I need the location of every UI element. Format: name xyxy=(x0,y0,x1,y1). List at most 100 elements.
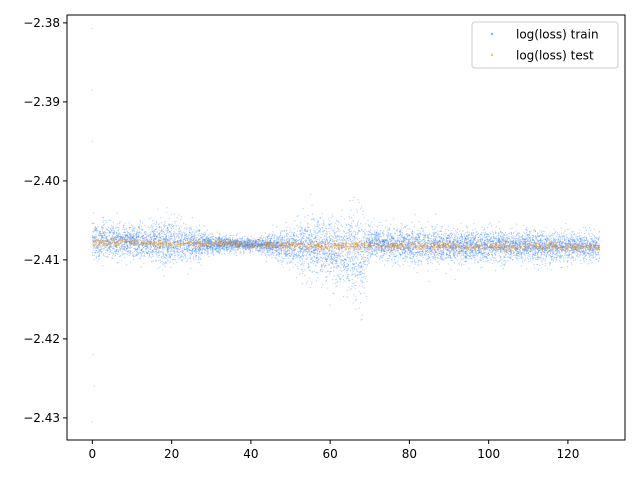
data-point xyxy=(518,234,520,237)
data-point xyxy=(340,256,342,258)
data-point xyxy=(557,237,559,239)
data-point xyxy=(370,236,372,238)
data-point xyxy=(272,254,275,256)
data-point xyxy=(383,253,385,255)
data-point xyxy=(125,237,127,239)
data-point xyxy=(269,244,272,246)
data-point xyxy=(157,237,159,239)
data-point xyxy=(160,230,162,232)
data-point xyxy=(553,252,555,254)
data-point xyxy=(311,261,314,263)
data-point xyxy=(284,253,287,256)
data-point xyxy=(508,251,511,253)
data-point xyxy=(365,275,367,278)
data-point xyxy=(486,248,488,250)
data-point xyxy=(261,250,264,252)
data-point xyxy=(555,230,557,232)
data-point xyxy=(159,266,161,268)
data-point xyxy=(96,231,98,233)
data-point xyxy=(239,238,241,240)
data-point xyxy=(473,239,475,241)
data-point xyxy=(158,249,160,252)
data-point xyxy=(376,225,378,227)
data-point xyxy=(193,229,195,231)
data-point xyxy=(319,238,321,240)
data-point xyxy=(182,222,185,224)
data-point xyxy=(158,234,161,236)
data-point xyxy=(533,254,535,256)
data-point xyxy=(383,252,386,255)
data-point xyxy=(210,252,212,254)
data-point xyxy=(366,230,368,232)
data-point xyxy=(227,240,229,242)
data-point xyxy=(429,250,431,253)
data-point xyxy=(375,248,377,250)
data-point xyxy=(466,241,468,243)
data-point xyxy=(317,272,319,274)
data-point xyxy=(371,226,374,228)
data-point xyxy=(128,232,130,234)
data-point xyxy=(471,237,473,239)
data-point xyxy=(528,234,531,236)
data-point xyxy=(103,223,106,225)
data-point xyxy=(405,236,407,238)
data-point xyxy=(311,252,313,254)
data-point xyxy=(471,241,473,243)
data-point xyxy=(331,228,333,230)
data-point xyxy=(188,257,190,260)
data-point xyxy=(326,258,328,260)
data-point xyxy=(404,238,407,240)
data-point xyxy=(193,246,195,248)
data-point xyxy=(422,241,424,243)
data-point xyxy=(360,261,362,264)
data-point xyxy=(542,254,544,256)
data-point xyxy=(487,241,489,243)
data-point xyxy=(364,260,366,262)
data-point xyxy=(598,231,600,233)
data-point xyxy=(535,250,537,252)
data-point xyxy=(279,234,281,236)
data-point xyxy=(559,239,561,241)
data-point xyxy=(431,234,433,237)
data-point xyxy=(520,242,522,244)
data-point xyxy=(551,269,553,271)
data-point xyxy=(581,250,583,252)
data-point xyxy=(409,255,412,257)
data-point xyxy=(506,239,508,241)
data-point xyxy=(259,248,261,250)
data-point xyxy=(526,231,528,234)
data-point xyxy=(151,230,153,232)
data-point xyxy=(427,258,429,260)
data-point xyxy=(563,260,565,262)
data-point xyxy=(325,258,328,260)
data-point xyxy=(541,239,543,241)
data-point xyxy=(350,230,352,232)
data-point xyxy=(408,253,410,255)
data-point xyxy=(229,251,231,254)
data-point xyxy=(216,247,219,249)
data-point xyxy=(409,265,411,267)
data-point xyxy=(106,222,108,224)
data-point xyxy=(191,217,193,219)
data-point xyxy=(204,239,206,241)
data-point xyxy=(532,251,534,253)
data-point xyxy=(328,227,330,230)
data-point xyxy=(325,236,328,238)
data-point xyxy=(320,286,323,289)
data-point xyxy=(129,235,132,237)
data-point xyxy=(369,225,371,227)
data-point xyxy=(235,251,238,253)
data-point xyxy=(191,236,193,238)
data-point xyxy=(111,235,113,237)
data-point xyxy=(326,239,328,241)
data-point xyxy=(334,225,336,228)
data-point xyxy=(132,226,134,228)
data-point xyxy=(190,247,192,249)
data-point xyxy=(101,235,103,237)
data-point xyxy=(336,231,338,233)
data-point xyxy=(383,248,385,251)
data-point xyxy=(159,225,161,228)
data-point xyxy=(150,245,152,248)
data-point xyxy=(348,233,351,235)
data-point xyxy=(448,237,450,239)
